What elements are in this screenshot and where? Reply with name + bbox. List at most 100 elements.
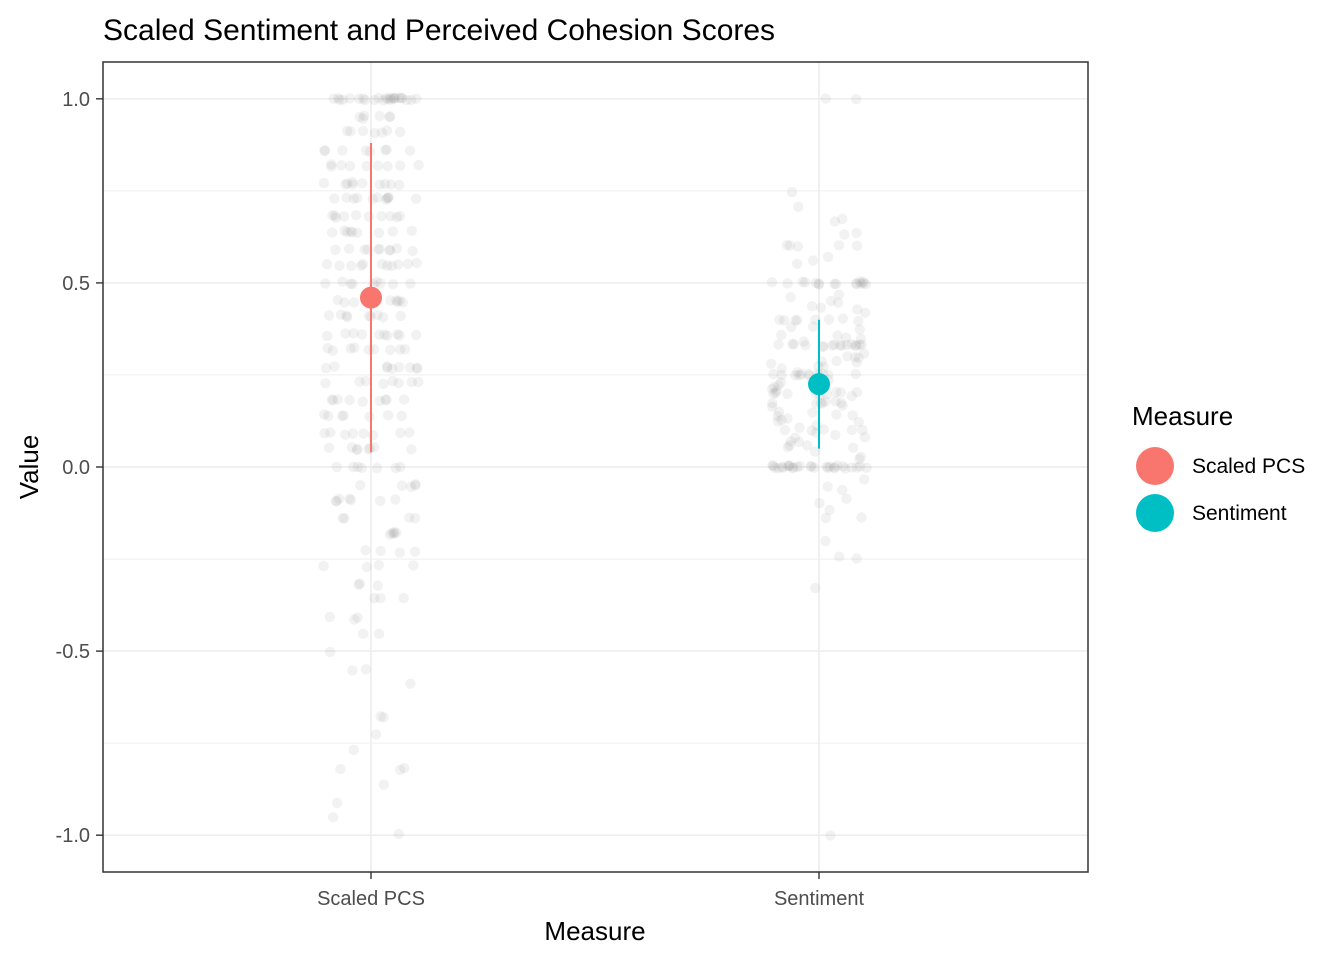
- data-point: [326, 159, 337, 170]
- data-point: [395, 310, 406, 322]
- data-point: [376, 211, 387, 222]
- data-point: [385, 94, 397, 106]
- data-point: [824, 461, 835, 472]
- data-point: [330, 496, 342, 507]
- data-point: [369, 94, 380, 106]
- data-point: [837, 313, 849, 324]
- data-point: [822, 462, 834, 474]
- data-point: [831, 355, 842, 367]
- data-point: [834, 551, 845, 562]
- data-point: [813, 279, 824, 290]
- data-point: [396, 93, 407, 104]
- data-point: [790, 370, 801, 381]
- data-point: [322, 343, 333, 354]
- data-point: [773, 462, 784, 474]
- data-point: [413, 376, 424, 388]
- data-point: [800, 340, 811, 351]
- data-point: [396, 480, 408, 491]
- data-point: [410, 193, 422, 204]
- data-point: [371, 462, 383, 474]
- data-point: [373, 92, 384, 104]
- data-point: [858, 278, 869, 289]
- data-point: [766, 358, 777, 369]
- data-point: [833, 240, 845, 251]
- data-point: [347, 665, 358, 676]
- data-point: [319, 409, 330, 420]
- data-point: [851, 462, 862, 473]
- y-tick-label: 1.0: [62, 89, 90, 111]
- data-point: [352, 227, 363, 238]
- data-point: [374, 179, 385, 190]
- data-point: [823, 251, 834, 263]
- data-point: [855, 333, 867, 345]
- data-point: [851, 227, 862, 239]
- data-point: [411, 93, 422, 104]
- data-point: [782, 413, 793, 424]
- data-point: [329, 361, 340, 372]
- data-point: [332, 394, 343, 405]
- data-point: [345, 126, 356, 137]
- data-point: [339, 513, 350, 524]
- data-point: [357, 113, 369, 124]
- legend-label: Scaled PCS: [1192, 455, 1305, 478]
- data-point: [382, 330, 393, 341]
- data-point: [781, 239, 793, 251]
- data-point: [327, 394, 339, 406]
- data-point: [374, 395, 385, 407]
- data-point: [348, 193, 359, 204]
- data-point: [347, 428, 359, 439]
- data-point: [320, 362, 332, 374]
- data-point: [380, 144, 391, 156]
- data-point: [342, 311, 353, 323]
- data-point: [405, 678, 416, 689]
- data-point: [807, 407, 818, 418]
- data-point: [319, 145, 330, 156]
- data-point: [347, 227, 358, 238]
- data-point: [360, 375, 371, 387]
- data-point: [385, 92, 396, 103]
- summary-mean-point: [360, 286, 382, 309]
- data-point: [356, 260, 367, 271]
- data-point: [387, 363, 398, 374]
- data-point: [360, 545, 371, 556]
- data-point: [384, 245, 396, 256]
- data-point: [405, 278, 416, 289]
- y-tick-label: -1.0: [56, 825, 90, 847]
- data-point: [384, 529, 396, 540]
- data-point: [792, 367, 803, 378]
- data-point: [361, 561, 373, 573]
- data-point: [340, 429, 351, 440]
- data-point: [825, 830, 836, 841]
- data-point: [389, 528, 400, 539]
- data-point: [811, 398, 822, 409]
- data-point: [850, 278, 861, 289]
- data-point: [382, 192, 394, 204]
- data-point: [821, 461, 832, 472]
- data-point: [385, 344, 396, 355]
- data-point: [352, 443, 363, 455]
- data-point: [339, 297, 350, 308]
- data-point: [404, 362, 416, 373]
- data-point: [791, 258, 803, 269]
- data-point: [334, 94, 345, 106]
- data-point: [404, 427, 415, 438]
- data-point: [375, 545, 386, 557]
- data-point: [818, 424, 829, 435]
- data-point: [830, 396, 841, 407]
- data-point: [342, 125, 353, 137]
- data-point: [378, 779, 389, 790]
- data-point: [392, 296, 403, 308]
- data-point: [394, 92, 405, 104]
- data-point: [359, 244, 370, 255]
- data-point: [323, 442, 335, 453]
- data-point: [778, 315, 790, 326]
- data-point: [820, 535, 831, 547]
- data-point: [380, 194, 392, 205]
- data-point: [388, 93, 399, 104]
- data-point: [391, 212, 403, 223]
- data-point: [829, 463, 840, 474]
- data-point: [331, 495, 342, 507]
- data-point: [860, 307, 871, 318]
- data-point: [338, 410, 349, 421]
- data-point: [854, 461, 866, 472]
